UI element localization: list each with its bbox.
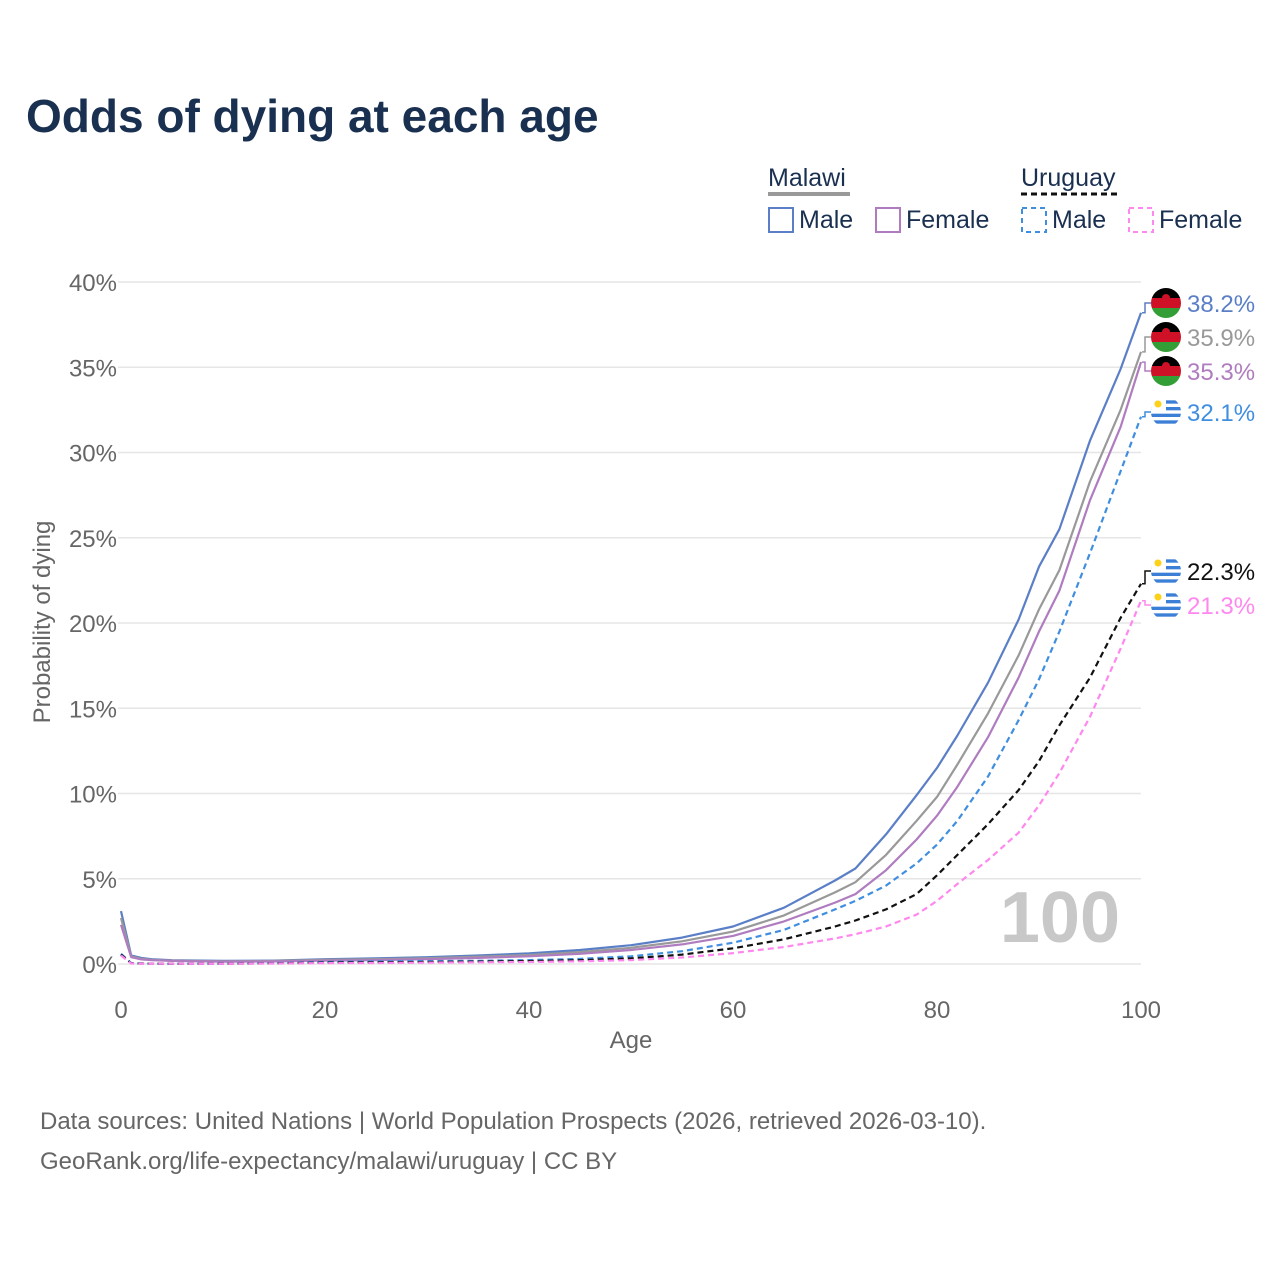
uruguay-flag-icon bbox=[1151, 590, 1181, 620]
y-axis-ticks: 0% 5% 10% 15% 20% 25% 30% 35% 40% bbox=[69, 270, 117, 979]
malawi-flag-icon bbox=[1151, 322, 1181, 352]
leader-line bbox=[1142, 411, 1151, 418]
series-line bbox=[119, 312, 1143, 962]
end-value-label: 38.2% bbox=[1187, 291, 1255, 318]
series-line bbox=[119, 361, 1143, 963]
series-line bbox=[120, 600, 1143, 965]
end-value-label: 35.3% bbox=[1187, 359, 1255, 386]
x-tick-label: 80 bbox=[924, 997, 951, 1024]
series-line bbox=[120, 583, 1142, 965]
x-tick-label: 20 bbox=[312, 997, 339, 1024]
x-tick-label: 40 bbox=[516, 997, 543, 1024]
legend-uruguay-male-swatch bbox=[1021, 207, 1047, 233]
leader-line bbox=[1142, 361, 1151, 372]
y-tick-label: 35% bbox=[69, 355, 117, 382]
legend-uruguay-female-swatch bbox=[1128, 207, 1154, 233]
y-axis-label: Probability of dying bbox=[29, 521, 56, 724]
x-axis-label: Age bbox=[610, 1027, 653, 1054]
y-tick-label: 0% bbox=[82, 952, 117, 979]
legend-uruguay-female-label: Female bbox=[1159, 206, 1242, 234]
y-tick-label: 30% bbox=[69, 441, 117, 468]
y-tick-label: 5% bbox=[82, 867, 117, 894]
chart-title: Odds of dying at each age bbox=[26, 90, 599, 142]
malawi-flag-icon bbox=[1151, 288, 1181, 318]
series-lines bbox=[119, 312, 1143, 965]
legend-malawi-female-swatch bbox=[875, 207, 901, 233]
y-tick-label: 15% bbox=[69, 696, 117, 723]
age-watermark: 100 bbox=[1000, 878, 1120, 958]
legend-uruguay-male-label: Male bbox=[1052, 206, 1106, 234]
y-tick-label: 40% bbox=[69, 270, 117, 297]
uruguay-flag-icon bbox=[1151, 397, 1181, 427]
y-tick-label: 20% bbox=[69, 611, 117, 638]
x-tick-label: 0 bbox=[114, 997, 127, 1024]
end-labels: 38.2% 35.9% 35.3% 32.1% 22.3% 21.3% bbox=[1142, 288, 1255, 620]
x-axis-ticks: 0 20 40 60 80 100 bbox=[114, 997, 1161, 1024]
end-value-label: 35.9% bbox=[1187, 325, 1255, 352]
source-line: Data sources: United Nations | World Pop… bbox=[40, 1108, 987, 1135]
x-tick-label: 60 bbox=[720, 997, 747, 1024]
series-line bbox=[120, 416, 1143, 965]
leader-line bbox=[1142, 570, 1151, 585]
uruguay-flag-icon bbox=[1151, 556, 1181, 586]
legend-malawi-male-swatch bbox=[768, 207, 794, 233]
series-line bbox=[119, 351, 1143, 963]
y-tick-label: 25% bbox=[69, 526, 117, 553]
end-value-label: 32.1% bbox=[1187, 400, 1255, 427]
legend-uruguay-title: Uruguay bbox=[1021, 164, 1116, 192]
end-value-label: 21.3% bbox=[1187, 593, 1255, 620]
legend: Malawi Uruguay Male Female Male Female bbox=[768, 164, 1242, 234]
y-tick-label: 10% bbox=[69, 782, 117, 809]
malawi-flag-icon bbox=[1151, 356, 1181, 386]
leader-line bbox=[1142, 302, 1151, 314]
legend-malawi-female-label: Female bbox=[906, 206, 989, 234]
x-tick-label: 100 bbox=[1121, 997, 1161, 1024]
end-value-label: 22.3% bbox=[1187, 559, 1255, 586]
legend-malawi-male-label: Male bbox=[799, 206, 853, 234]
leader-line bbox=[1142, 336, 1151, 353]
gridlines bbox=[118, 281, 1141, 965]
credit-line: GeoRank.org/life-expectancy/malawi/urugu… bbox=[40, 1148, 618, 1175]
leader-line bbox=[1142, 600, 1151, 606]
legend-malawi-title: Malawi bbox=[768, 164, 846, 192]
